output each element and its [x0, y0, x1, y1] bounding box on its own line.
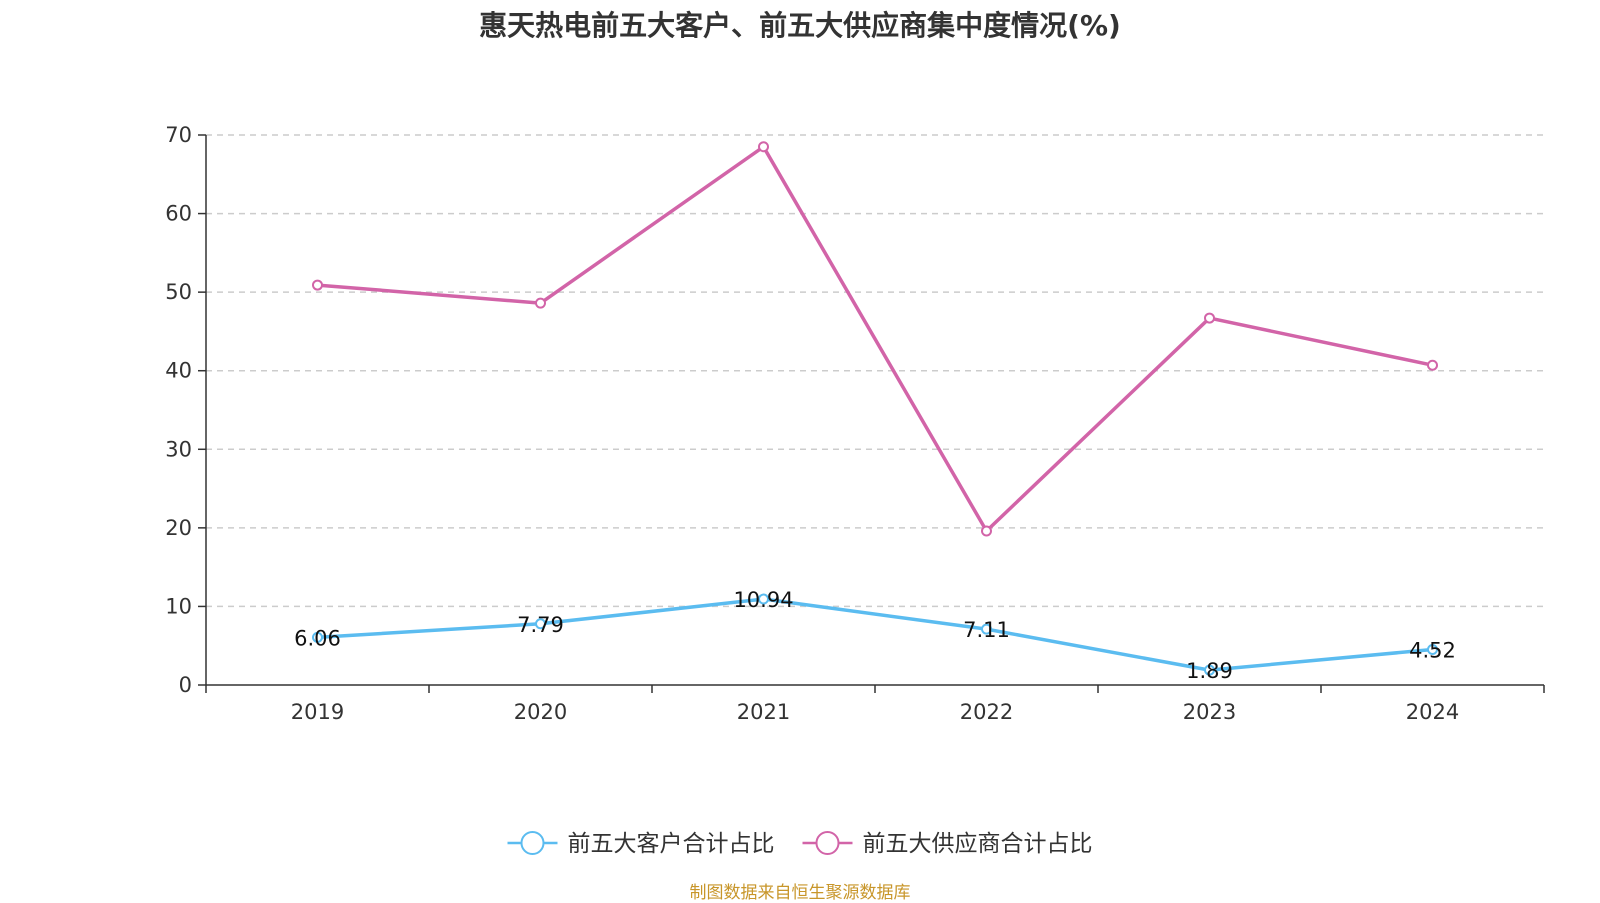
- legend-item-2[interactable]: 前五大供应商合计占比: [802, 831, 1093, 857]
- legend-marker-icon: [815, 831, 840, 855]
- y-tick-label: 40: [165, 359, 192, 383]
- data-point[interactable]: [981, 525, 992, 537]
- x-tick-label: 2022: [960, 700, 1013, 724]
- data-point[interactable]: [981, 623, 992, 635]
- y-tick-label: 60: [165, 202, 192, 226]
- y-tick-label: 20: [165, 516, 192, 540]
- data-point[interactable]: [1204, 664, 1215, 676]
- x-tick-label: 2023: [1183, 700, 1236, 724]
- data-label: 7.79: [517, 613, 564, 637]
- y-tick-label: 50: [165, 280, 192, 304]
- data-point[interactable]: [535, 297, 546, 309]
- legend-label: 前五大客户合计占比: [568, 831, 775, 857]
- legend-label: 前五大供应商合计占比: [863, 831, 1093, 857]
- x-tick-label: 2021: [737, 700, 790, 724]
- y-tick-label: 30: [165, 437, 192, 461]
- data-point[interactable]: [1427, 643, 1438, 655]
- data-point[interactable]: [758, 593, 769, 605]
- legend-marker-icon: [520, 831, 545, 855]
- data-point[interactable]: [758, 141, 769, 153]
- data-label: 1.89: [1186, 659, 1233, 683]
- source-note: 制图数据来自恒生聚源数据库: [689, 883, 911, 903]
- series-group: [312, 141, 1438, 676]
- data-label: 4.52: [1409, 638, 1456, 662]
- data-point[interactable]: [312, 279, 323, 291]
- data-label: 10.94: [733, 588, 793, 612]
- series-line-2: [317, 145, 1433, 533]
- data-labels: 6.06 7.79 10.94 7.11 1.89 4.52: [294, 588, 1456, 683]
- grid-lines: [206, 134, 1544, 608]
- y-tick-label: 10: [165, 594, 192, 618]
- chart-title: 惠天热电前五大客户、前五大供应商集中度情况(%): [479, 9, 1121, 42]
- data-point[interactable]: [535, 618, 546, 630]
- x-tick-label: 2019: [291, 700, 344, 724]
- legend[interactable]: 前五大客户合计占比 前五大供应商合计占比: [507, 831, 1093, 857]
- series-line-1: [317, 597, 1433, 672]
- axes: 0 10 20 30 40 50 60 70 2019 2020 2021 2022 2023 2024: [165, 123, 1545, 724]
- y-tick-label: 0: [179, 673, 192, 697]
- x-tick-label: 2020: [514, 700, 567, 724]
- data-point[interactable]: [1204, 312, 1215, 324]
- data-point[interactable]: [312, 631, 323, 643]
- x-tick-label: 2024: [1406, 700, 1459, 724]
- data-point[interactable]: [1427, 359, 1438, 371]
- y-tick-label: 70: [165, 123, 192, 147]
- data-label: 6.06: [294, 626, 341, 650]
- legend-item-1[interactable]: 前五大客户合计占比: [507, 831, 775, 857]
- data-label: 7.11: [963, 618, 1010, 642]
